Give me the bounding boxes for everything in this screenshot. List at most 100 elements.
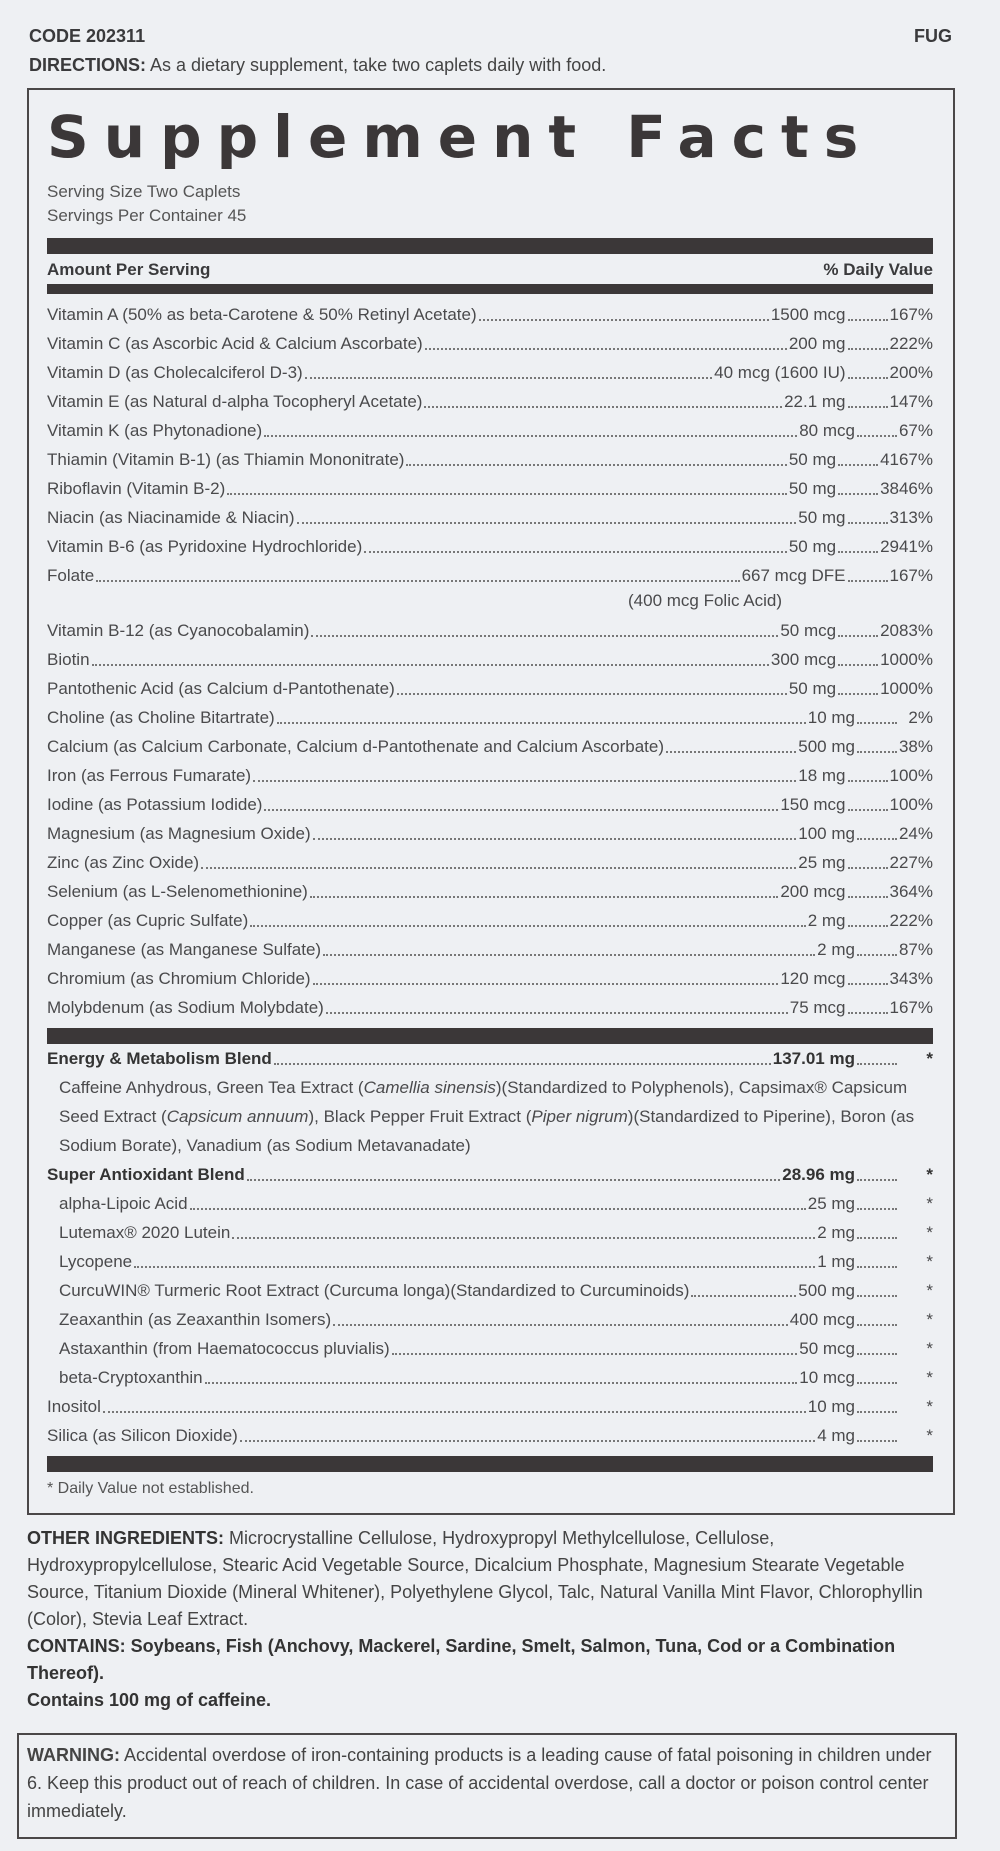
nutrient-name: Vitamin C (as Ascorbic Acid & Calcium As… [47,334,423,353]
daily-value: 167% [889,305,933,324]
daily-value: 3846% [880,479,933,498]
supplement-facts-panel: Supplement Facts Serving Size Two Caplet… [27,88,955,1515]
dot-leader [250,925,806,927]
nutrient-row: Super Antioxidant Blend 28.96 mg * [47,1160,933,1189]
dot-leader [857,1063,897,1065]
dot-leader [847,925,888,927]
warning-text: Accidental overdose of iron-containing p… [27,1745,932,1821]
nutrient-row: Chromium (as Chromium Chloride) 120 mcg 34… [47,964,933,993]
nutrient-amount: 22.1 mg [784,392,846,411]
nutrient-amount: 28.96 mg [782,1165,855,1184]
directions: DIRECTIONS: As a dietary supplement, tak… [29,55,952,76]
nutrient-amount: 10 mg [807,1397,855,1416]
dot-leader [189,1208,806,1210]
dot-leader [666,751,797,753]
nutrient-amount: 200 mg [788,334,846,353]
dot-leader [102,1411,806,1413]
dot-leader [323,954,816,956]
nutrient-name: Folate [47,566,95,585]
dot-leader [847,580,888,582]
daily-value: * [926,1368,933,1387]
nutrient-amount: 667 mcg DFE [741,566,846,585]
nutrient-row: Zeaxanthin (as Zeaxanthin Isomers) 400 mc… [47,1305,933,1334]
amount-header: Amount Per Serving [47,260,211,279]
blend-description-part: )(Standardized to Piperine), Boron (as S… [59,1107,915,1155]
nutrient-name: Astaxanthin (from Haematococcus pluviali… [59,1339,390,1358]
dot-leader [847,348,888,350]
serving-size: Serving Size Two Caplets [47,182,241,201]
dot-leader [264,809,779,811]
nutrient-name: alpha-Lipoic Acid [59,1194,188,1213]
nutrient-amount: 150 mcg [780,795,846,814]
nutrient-row: Vitamin C (as Ascorbic Acid & Calcium As… [47,329,933,358]
dot-leader [847,319,888,321]
dot-leader [134,1266,816,1268]
nutrient-name: CurcuWIN® Turmeric Root Extract (Curcuma… [59,1281,690,1300]
nutrient-amount: 10 mcg [799,1368,855,1387]
daily-value: 167% [889,566,933,585]
daily-value: * [926,1252,933,1271]
daily-value: 4167% [880,450,933,469]
nutrient-name: Energy & Metabolism Blend [47,1049,272,1068]
nutrient-row: Astaxanthin (from Haematococcus pluviali… [47,1334,933,1363]
directions-text: As a dietary supplement, take two caplet… [146,55,607,75]
nutrient-name: Manganese (as Manganese Sulfate) [47,940,322,959]
dot-leader [857,1353,897,1355]
daily-value: * [926,1165,933,1184]
nutrient-name: Zeaxanthin (as Zeaxanthin Isomers) [59,1310,332,1329]
dot-leader [276,722,806,724]
dot-leader [406,464,787,466]
dot-leader [239,1440,816,1442]
nutrient-row: Iodine (as Potassium Iodide) 150 mcg 100% [47,790,933,819]
nutrient-name: Niacin (as Niacinamide & Niacin) [47,508,295,527]
dot-leader [96,580,740,582]
daily-value: 100% [889,795,933,814]
nutrient-row: Silica (as Silicon Dioxide) 4 mg * [47,1421,933,1450]
dot-leader [838,493,879,495]
nutrient-name: Selenium (as L-Selenomethionine) [47,882,308,901]
nutrient-row: Vitamin B-12 (as Cyanocobalamin) 50 mcg 20… [47,616,933,645]
dot-leader [857,1382,897,1384]
dot-leader [391,1353,798,1355]
nutrient-amount: 137.01 mg [772,1049,855,1068]
dot-leader [273,1063,771,1065]
daily-value: 1000% [880,679,933,698]
dot-leader [847,896,888,898]
dv-header: % Daily Value [823,260,933,279]
directions-label: DIRECTIONS: [29,55,146,75]
servings-per-container: Servings Per Container 45 [47,206,247,225]
dot-leader [847,867,888,869]
nutrient-row: Biotin 300 mcg 1000% [47,645,933,674]
nutrient-row: CurcuWIN® Turmeric Root Extract (Curcuma… [47,1276,933,1305]
daily-value: 227% [889,853,933,872]
dot-leader [312,983,779,985]
dot-leader [311,635,779,637]
nutrient-row: Selenium (as L-Selenomethionine) 200 mcg 3… [47,877,933,906]
daily-value: * [926,1223,933,1242]
nutrient-name: Thiamin (Vitamin B-1) (as Thiamin Mononi… [47,450,405,469]
dot-leader [857,1179,897,1181]
nutrient-row: Manganese (as Manganese Sulfate) 2 mg 87% [47,935,933,964]
nutrient-row: Vitamin K (as Phytonadione) 80 mcg 67% [47,416,933,445]
divider-bar [47,1456,933,1472]
product-code: CODE 202311 [29,26,146,46]
other-ingredients: OTHER INGREDIENTS: Microcrystalline Cell… [27,1525,960,1714]
dot-leader [201,867,797,869]
dot-leader [304,377,713,379]
nutrient-subnote: (400 mcg Folic Acid) [628,591,782,610]
blend-description-part: Camellia sinensis [363,1078,496,1097]
dot-leader [424,348,787,350]
nutrient-name: Magnesium (as Magnesium Oxide) [47,824,311,843]
daily-value: 364% [889,882,933,901]
daily-value: * [926,1310,933,1329]
other-ingredients-text: Microcrystalline Cellulose, Hydroxypropy… [27,1528,923,1629]
nutrient-name: Vitamin B-6 (as Pyridoxine Hydrochloride… [47,537,363,556]
nutrient-name: Copper (as Cupric Sulfate) [47,911,249,930]
dot-leader [204,1382,798,1384]
daily-value: 167% [889,998,933,1017]
dot-leader [309,896,779,898]
dot-leader [856,751,897,753]
daily-value: 2941% [880,537,933,556]
warning-box: WARNING: Accidental overdose of iron-con… [17,1733,957,1839]
nutrient-row: Molybdenum (as Sodium Molybdate) 75 mcg 16… [47,993,933,1022]
